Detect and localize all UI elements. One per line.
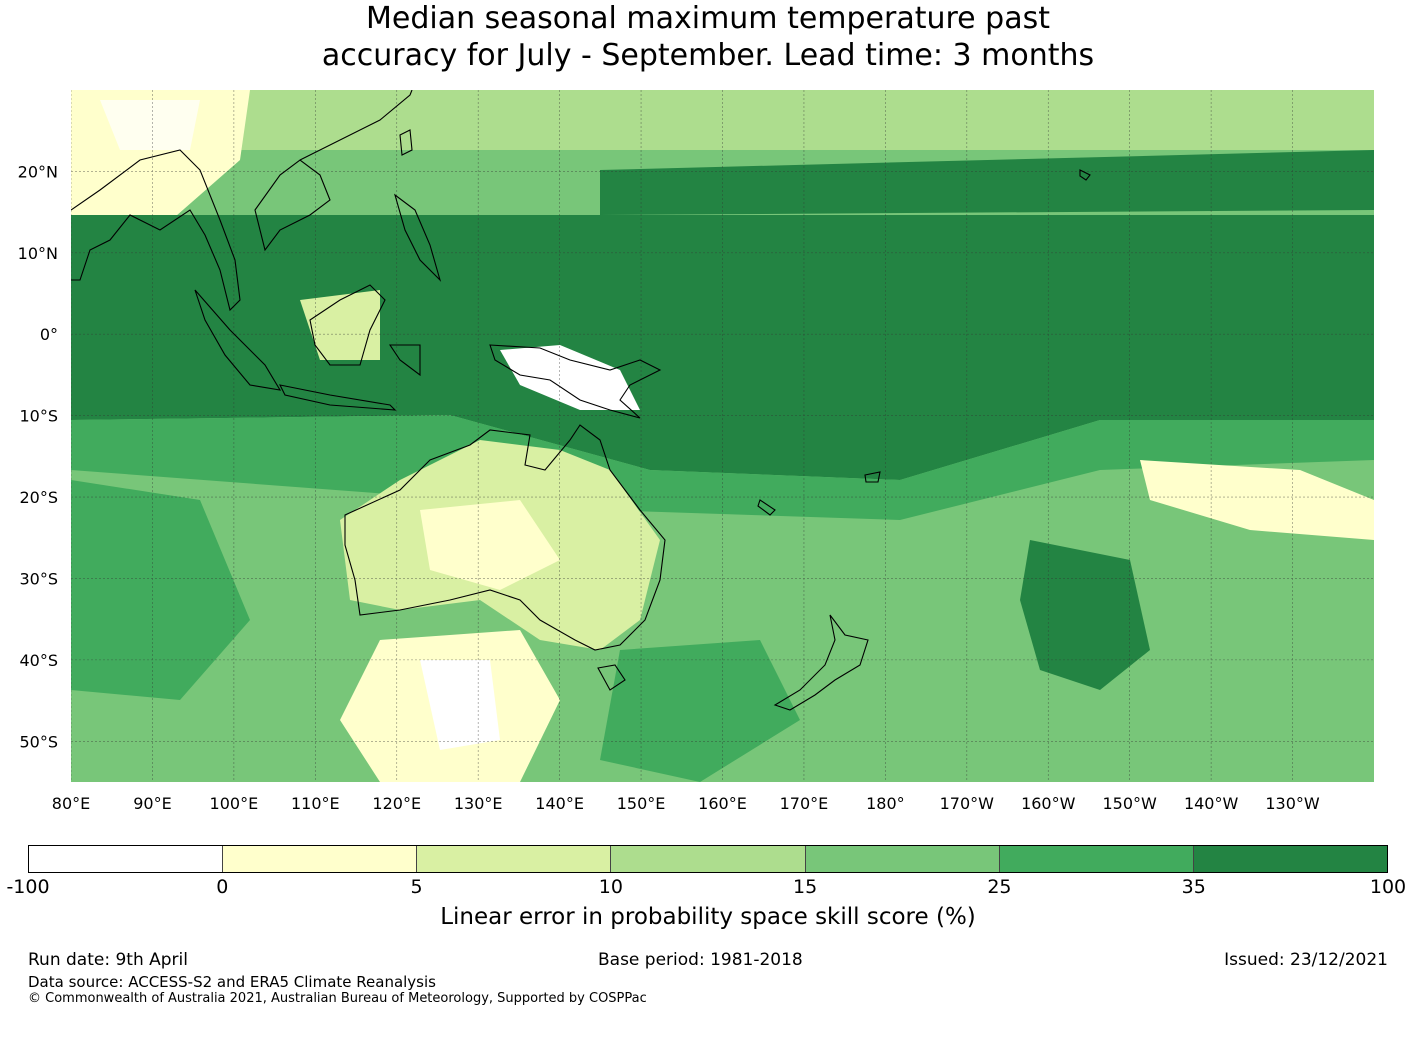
latitude-label: 20°N: [18, 162, 58, 181]
map-gridlines: [71, 90, 1374, 782]
chart-title: Median seasonal maximum temperature past…: [0, 0, 1416, 74]
skill-field-asia-white: [100, 100, 200, 150]
skill-field-new-guinea: [500, 345, 640, 410]
skill-field-se-dark: [1020, 540, 1150, 690]
longitude-label: 110°E: [291, 794, 340, 813]
longitude-label: 100°E: [210, 794, 259, 813]
colorbar-segment: [1193, 846, 1387, 872]
skill-field-australia-inner: [420, 500, 560, 590]
map-field: [71, 90, 1374, 782]
data-source: Data source: ACCESS-S2 and ERA5 Climate …: [28, 973, 436, 991]
longitude-label: 130°W: [1265, 794, 1320, 813]
fiji-coast: [864, 471, 881, 483]
skill-field-south-white: [420, 660, 500, 750]
new-guinea-coast: [489, 344, 662, 419]
australia-coast: [344, 424, 666, 651]
china-coast: [299, 90, 413, 161]
latitude-labels: 20°N 10°N 0° 10°S 20°S 30°S 40°S 50°S: [18, 162, 58, 751]
coastlines: [71, 90, 1091, 711]
colorbar-tick-label: 25: [987, 876, 1012, 898]
sulawesi-coast: [388, 344, 421, 377]
latitude-label: 30°S: [19, 569, 58, 588]
longitude-label: 180°: [866, 794, 905, 813]
skill-field-borneo: [300, 290, 380, 360]
longitude-labels: 80°E 90°E 100°E 110°E 120°E 130°E 140°E 150°E 16…: [52, 794, 1320, 813]
asia-coast: [71, 149, 241, 312]
base-period: Base period: 1981-2018: [598, 950, 803, 970]
sumatra-coast: [194, 289, 282, 391]
colorbar-segment: [29, 846, 224, 872]
colorbar-tick-label: 5: [410, 876, 423, 898]
skill-field-tasman: [600, 640, 800, 782]
longitude-label: 140°E: [535, 794, 584, 813]
longitude-label: 130°E: [454, 794, 503, 813]
colorbar-tick-label: 35: [1181, 876, 1206, 898]
colorbar-tick-label: 10: [598, 876, 623, 898]
new-caledonia-coast: [757, 499, 776, 516]
skill-field-east-light: [1140, 460, 1374, 540]
issued-date: Issued: 23/12/2021: [1224, 950, 1388, 970]
hawaii-coast: [1079, 169, 1091, 181]
latitude-label: 40°S: [19, 651, 58, 670]
longitude-label: 170°E: [780, 794, 829, 813]
skill-field-west-mid: [71, 480, 250, 700]
colorbar-segment: [805, 846, 1000, 872]
longitude-label: 140°W: [1184, 794, 1239, 813]
longitude-label: 150°E: [617, 794, 666, 813]
longitude-label: 90°E: [133, 794, 171, 813]
longitude-label: 80°E: [52, 794, 90, 813]
tasmania-coast: [597, 664, 626, 691]
longitude-label: 120°E: [372, 794, 421, 813]
title-line-1: Median seasonal maximum temperature past: [366, 1, 1050, 36]
longitude-label: 150°W: [1103, 794, 1158, 813]
title-line-2: accuracy for July - September. Lead time…: [321, 38, 1095, 73]
latitude-label: 50°S: [19, 732, 58, 751]
latitude-label: 10°N: [18, 244, 58, 263]
run-date: Run date: 9th April: [28, 950, 188, 970]
latitude-label: 20°S: [19, 488, 58, 507]
colorbar-tick-label: 15: [793, 876, 818, 898]
copyright: © Commonwealth of Australia 2021, Austra…: [28, 991, 647, 1006]
colorbar-tick-label: 100: [1369, 876, 1407, 898]
taiwan-coast: [399, 129, 413, 156]
skill-score-map: 80°E 90°E 100°E 110°E 120°E 130°E 140°E 150°E 16…: [18, 90, 1374, 813]
colorbar-tick-label: -100: [6, 876, 50, 898]
colorbar-label: Linear error in probability space skill …: [440, 904, 976, 930]
colorbar: [28, 845, 1388, 873]
latitude-label: 10°S: [19, 407, 58, 426]
borneo-coast: [309, 284, 386, 366]
colorbar-segment: [999, 846, 1194, 872]
longitude-label: 170°W: [940, 794, 995, 813]
longitude-label: 160°W: [1021, 794, 1076, 813]
java-coast: [279, 384, 397, 411]
longitude-label: 160°E: [698, 794, 747, 813]
colorbar-segment: [223, 846, 418, 872]
philippines-coast: [394, 193, 442, 282]
indochina-coast: [254, 159, 331, 252]
skill-field-north-dark: [600, 150, 1374, 215]
colorbar-segment: [417, 846, 612, 872]
colorbar-segment: [611, 846, 806, 872]
latitude-label: 0°: [40, 325, 58, 344]
new-zealand-coast: [773, 614, 869, 711]
colorbar-tick-label: 0: [216, 876, 229, 898]
